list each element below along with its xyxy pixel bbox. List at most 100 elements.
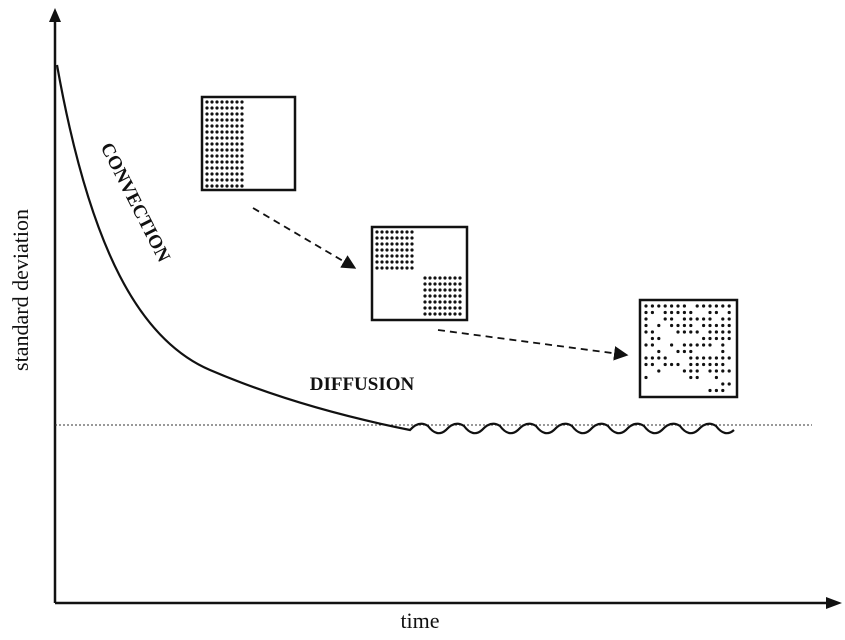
particle xyxy=(715,389,718,392)
particle xyxy=(443,312,446,315)
particle xyxy=(240,184,243,187)
particle xyxy=(225,160,228,163)
particle xyxy=(375,266,378,269)
particle xyxy=(696,376,699,379)
particle xyxy=(708,317,711,320)
particle xyxy=(651,304,654,307)
particle xyxy=(395,254,398,257)
particle xyxy=(205,106,208,109)
particle xyxy=(689,356,692,359)
particle xyxy=(728,356,731,359)
particle xyxy=(215,148,218,151)
particle xyxy=(689,376,692,379)
particle xyxy=(385,230,388,233)
particle xyxy=(721,317,724,320)
particle xyxy=(240,148,243,151)
particle xyxy=(728,330,731,333)
particle xyxy=(230,172,233,175)
particle xyxy=(683,369,686,372)
particle xyxy=(715,304,718,307)
particle xyxy=(428,306,431,309)
particle xyxy=(400,248,403,251)
particle xyxy=(400,260,403,263)
state-box-2 xyxy=(372,227,467,320)
particle xyxy=(448,294,451,297)
particle xyxy=(438,300,441,303)
particle xyxy=(721,382,724,385)
particle xyxy=(438,282,441,285)
particle xyxy=(235,184,238,187)
particle xyxy=(215,184,218,187)
y-axis-arrow xyxy=(49,8,61,22)
particle xyxy=(375,254,378,257)
particle xyxy=(380,254,383,257)
particle xyxy=(670,304,673,307)
particle xyxy=(708,304,711,307)
particle xyxy=(689,330,692,333)
particle xyxy=(453,288,456,291)
particle xyxy=(240,100,243,103)
particle xyxy=(651,311,654,314)
particle xyxy=(235,178,238,181)
particle xyxy=(696,369,699,372)
particle xyxy=(664,317,667,320)
particle xyxy=(240,112,243,115)
particle xyxy=(708,311,711,314)
particle xyxy=(721,350,724,353)
particle xyxy=(390,242,393,245)
particle xyxy=(225,172,228,175)
particle xyxy=(385,266,388,269)
particle xyxy=(205,166,208,169)
particle xyxy=(235,160,238,163)
particle xyxy=(405,242,408,245)
particle xyxy=(405,230,408,233)
particle xyxy=(225,100,228,103)
particle xyxy=(721,304,724,307)
transition-arrow xyxy=(253,208,355,268)
particle xyxy=(230,154,233,157)
particle xyxy=(696,304,699,307)
particle xyxy=(210,142,213,145)
particle xyxy=(410,242,413,245)
particle xyxy=(205,154,208,157)
particle xyxy=(644,363,647,366)
particle xyxy=(664,363,667,366)
particle xyxy=(448,312,451,315)
particle xyxy=(715,356,718,359)
particle xyxy=(689,369,692,372)
particle xyxy=(728,382,731,385)
particle xyxy=(240,172,243,175)
particle xyxy=(664,304,667,307)
particle xyxy=(644,330,647,333)
particle xyxy=(215,154,218,157)
particle xyxy=(410,236,413,239)
particle xyxy=(728,337,731,340)
particle xyxy=(205,136,208,139)
particle xyxy=(664,356,667,359)
particle xyxy=(715,337,718,340)
particle xyxy=(215,166,218,169)
particle xyxy=(230,160,233,163)
particle xyxy=(458,294,461,297)
particle xyxy=(225,178,228,181)
y-axis-label: standard deviation xyxy=(8,209,33,371)
particle xyxy=(721,343,724,346)
particle xyxy=(205,100,208,103)
particle xyxy=(683,343,686,346)
particle xyxy=(205,124,208,127)
particle xyxy=(410,230,413,233)
particle xyxy=(702,363,705,366)
particle xyxy=(220,184,223,187)
particle xyxy=(225,112,228,115)
particle xyxy=(428,312,431,315)
particle xyxy=(405,254,408,257)
particle xyxy=(702,337,705,340)
particle xyxy=(702,317,705,320)
particle xyxy=(702,324,705,327)
particle xyxy=(205,148,208,151)
particle xyxy=(210,184,213,187)
particle xyxy=(453,282,456,285)
particle xyxy=(395,248,398,251)
particle xyxy=(240,106,243,109)
particle xyxy=(240,136,243,139)
